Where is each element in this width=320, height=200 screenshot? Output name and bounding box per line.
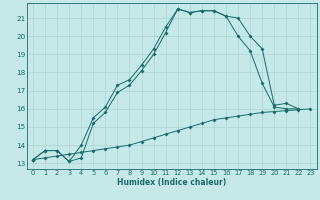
X-axis label: Humidex (Indice chaleur): Humidex (Indice chaleur) [117, 178, 226, 187]
